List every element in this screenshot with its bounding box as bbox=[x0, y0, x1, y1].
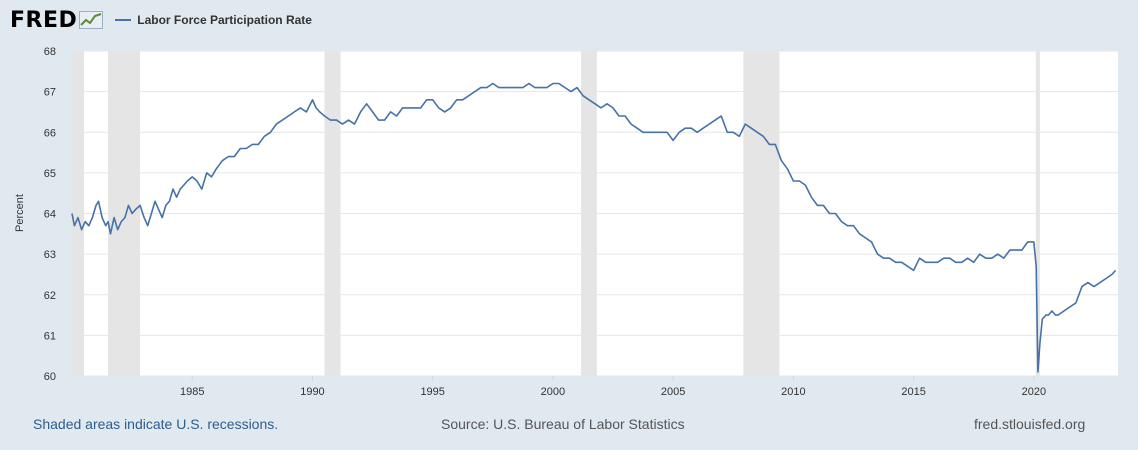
chart-header: FRED Labor Force Participation Rate bbox=[10, 6, 312, 34]
y-tick-label: 66 bbox=[44, 127, 56, 139]
y-tick-label: 65 bbox=[44, 168, 56, 180]
fred-logo-text: FRED bbox=[10, 7, 78, 33]
chart-legend: Labor Force Participation Rate bbox=[115, 13, 312, 27]
x-tick-label: 2005 bbox=[661, 386, 685, 398]
fred-logo[interactable]: FRED bbox=[10, 7, 104, 33]
y-tick-label: 67 bbox=[44, 87, 56, 99]
x-tick-label: 1995 bbox=[420, 386, 444, 398]
gridlines bbox=[72, 50, 1118, 377]
x-tick-label: 2020 bbox=[1022, 386, 1046, 398]
x-tick-label: 2015 bbox=[901, 386, 925, 398]
legend-label: Labor Force Participation Rate bbox=[137, 13, 312, 27]
legend-line-swatch bbox=[115, 19, 132, 21]
y-tick-label: 63 bbox=[44, 249, 56, 261]
x-tick-label: 1985 bbox=[180, 386, 204, 398]
y-axis-label: Percent bbox=[14, 194, 26, 232]
y-tick-label: 60 bbox=[44, 371, 56, 383]
y-axis: 60 61 62 63 64 65 66 67 68 bbox=[44, 46, 56, 383]
y-tick-label: 62 bbox=[44, 290, 56, 302]
graph-icon bbox=[79, 11, 104, 29]
line-chart: 60 61 62 63 64 65 66 67 68 1985 1990 1995 2000 2005 2… bbox=[14, 46, 1118, 398]
y-tick-label: 64 bbox=[44, 209, 56, 221]
series-line[interactable] bbox=[71, 82, 1117, 373]
x-tick-label: 1990 bbox=[300, 386, 324, 398]
recession-note-link[interactable]: Shaded areas indicate U.S. recessions. bbox=[33, 416, 279, 432]
x-axis: 1985 1990 1995 2000 2005 2010 2015 2020 bbox=[180, 376, 1046, 398]
x-tick-label: 2010 bbox=[781, 386, 805, 398]
y-tick-label: 68 bbox=[44, 46, 56, 58]
site-url: fred.stlouisfed.org bbox=[974, 416, 1086, 432]
y-tick-label: 61 bbox=[44, 330, 56, 342]
source-note: Source: U.S. Bureau of Labor Statistics bbox=[441, 416, 685, 432]
x-tick-label: 2000 bbox=[541, 386, 565, 398]
